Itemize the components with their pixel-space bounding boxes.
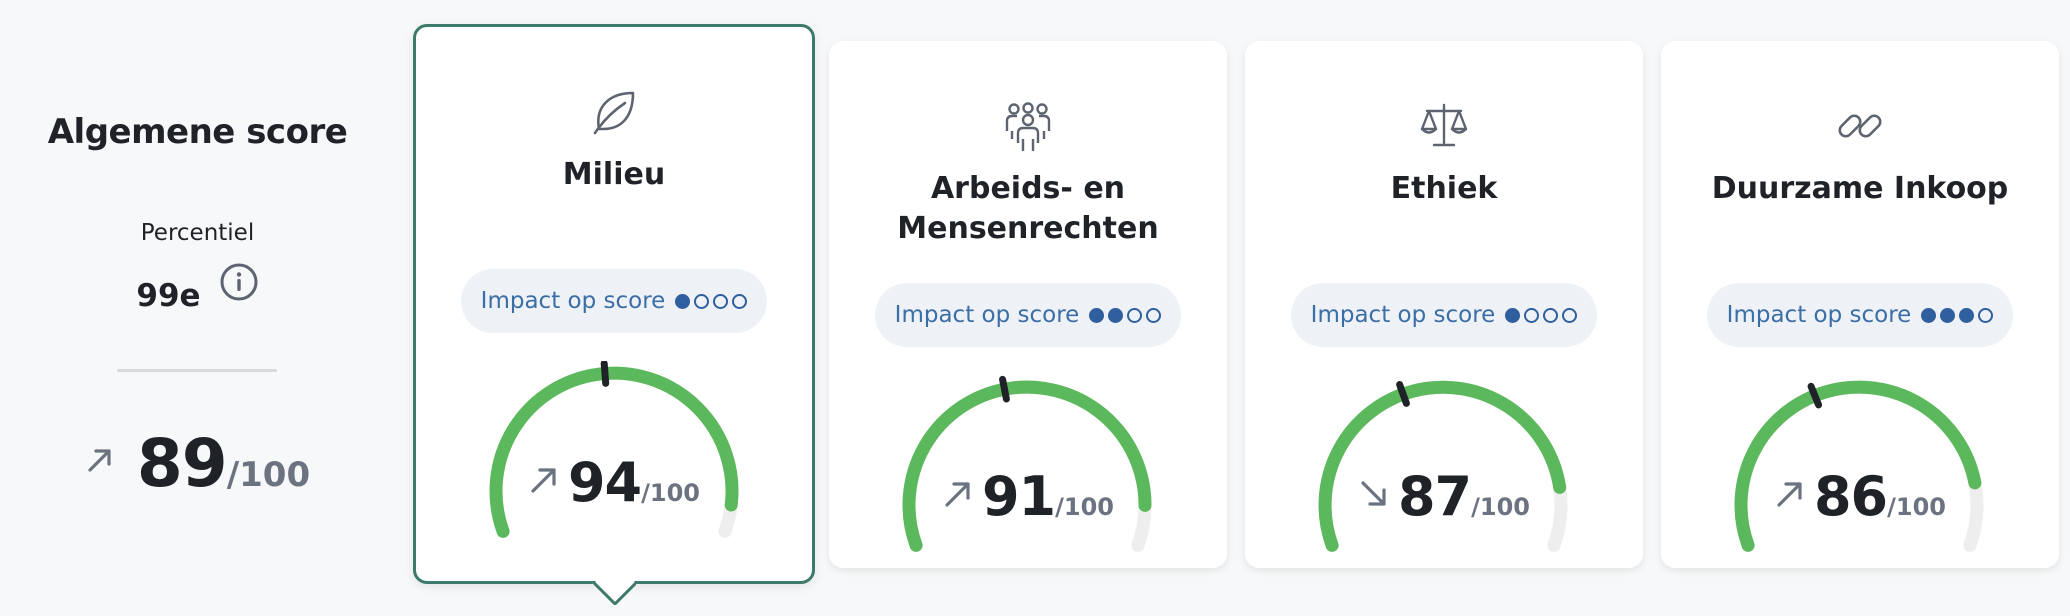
card-score: 94 /100 [416, 451, 812, 514]
scales-icon [1420, 103, 1468, 147]
people-group-icon [1005, 102, 1051, 151]
impact-dot-empty [713, 293, 729, 309]
selected-pointer [592, 581, 636, 605]
impact-label: Impact op score [480, 288, 666, 314]
overall-score-denominator: /100 [226, 455, 311, 495]
impact-dot-filled [1089, 307, 1105, 323]
category-card-arbeids-mensenrechten[interactable]: Arbeids- en Mensenrechten Impact op scor… [829, 41, 1227, 568]
score-gauge [902, 375, 1152, 552]
impact-dot-empty [1562, 307, 1578, 323]
impact-dot-filled [1921, 307, 1937, 323]
card-score-value: 87 [1397, 465, 1472, 528]
trend-down-arrow-icon [1361, 480, 1386, 506]
impact-pill: Impact op score [1707, 283, 2013, 347]
impact-dot-filled [1108, 307, 1124, 323]
card-score-denominator: /100 [1887, 493, 1947, 521]
overall-score-value: 89 [136, 425, 228, 502]
impact-dot-filled [1505, 307, 1521, 323]
impact-dots [1505, 307, 1578, 323]
impact-dot-empty [732, 293, 748, 309]
card-score: 86 /100 [1661, 465, 2059, 528]
card-score-denominator: /100 [641, 479, 701, 507]
card-score-denominator: /100 [1471, 493, 1531, 521]
impact-dot-empty [1978, 307, 1994, 323]
overall-title: Algemene score [47, 112, 348, 152]
impact-dot-filled [1959, 307, 1975, 323]
impact-label: Impact op score [1310, 302, 1496, 328]
impact-pill: Impact op score [1291, 283, 1597, 347]
impact-dot-empty [1524, 307, 1540, 323]
card-score-denominator: /100 [1055, 493, 1115, 521]
impact-label: Impact op score [894, 302, 1080, 328]
card-score-value: 86 [1813, 465, 1888, 528]
impact-dot-filled [1940, 307, 1956, 323]
card-score: 91 /100 [829, 465, 1227, 528]
card-score-value: 94 [567, 451, 642, 514]
impact-dot-empty [1543, 307, 1559, 323]
impact-dots [1089, 307, 1162, 323]
gauge-fill [1318, 380, 1567, 552]
gauge-marker [600, 361, 610, 387]
category-card-duurzame-inkoop[interactable]: Duurzame Inkoop Impact op score 86 /100 [1661, 41, 2059, 568]
category-card-ethiek[interactable]: Ethiek Impact op score 87 /100 [1245, 41, 1643, 568]
trend-up-arrow-icon [88, 448, 111, 472]
overall-score: 89 /100 [40, 425, 355, 502]
card-title: Duurzame Inkoop [1711, 171, 2009, 206]
chain-link-icon [1838, 114, 1882, 138]
card-title: Ethiek [1390, 171, 1498, 206]
gauge-fill [489, 366, 739, 538]
gauge-fill [1734, 380, 1982, 552]
info-icon[interactable] [219, 262, 259, 302]
impact-dot-filled [675, 293, 691, 309]
score-gauge [1734, 380, 1984, 552]
trend-up-arrow-icon [531, 467, 556, 493]
category-card-milieu[interactable]: Milieu Impact op score 94 /100 [413, 24, 815, 584]
gauge-marker [999, 375, 1010, 403]
impact-pill: Impact op score [875, 283, 1181, 347]
trend-up-arrow-icon [945, 481, 970, 507]
impact-dot-empty [1127, 307, 1143, 323]
gauge-marker [1396, 381, 1410, 407]
score-gauge [1318, 380, 1568, 552]
impact-dot-empty [694, 293, 710, 309]
percentile-value: 99e [136, 278, 201, 314]
impact-pill: Impact op score [461, 269, 767, 333]
card-score: 87 /100 [1245, 465, 1643, 528]
impact-dots [675, 293, 748, 309]
card-title: Milieu [562, 157, 666, 192]
card-title: Arbeids- en Mensenrechten [897, 171, 1159, 246]
gauge-marker [1807, 382, 1823, 409]
overall-score-panel: Algemene score Percentiel 99e 89 /100 [40, 0, 355, 616]
score-gauge [489, 361, 739, 538]
leaf-icon [593, 91, 635, 135]
impact-label: Impact op score [1726, 302, 1912, 328]
percentile-label: Percentiel [140, 220, 255, 246]
impact-dot-empty [1146, 307, 1162, 323]
card-score-value: 91 [981, 465, 1056, 528]
divider [117, 369, 277, 372]
trend-up-arrow-icon [1777, 481, 1802, 507]
impact-dots [1921, 307, 1994, 323]
percentile-row: 99e [40, 262, 355, 314]
